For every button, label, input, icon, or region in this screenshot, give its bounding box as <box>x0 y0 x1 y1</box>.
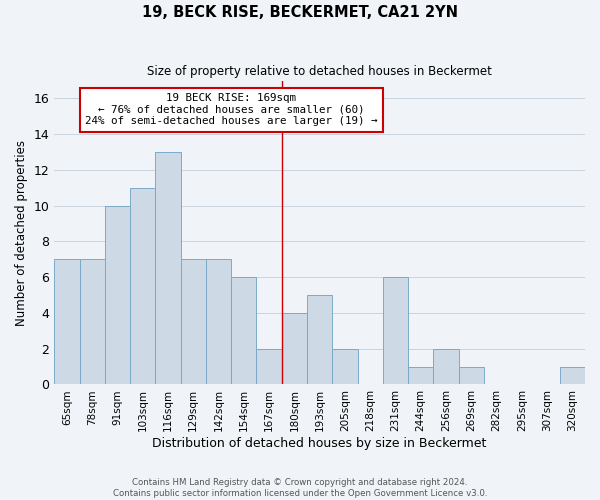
Bar <box>231 277 256 384</box>
Bar <box>181 260 206 384</box>
Bar <box>408 366 433 384</box>
Bar <box>256 348 282 384</box>
Bar <box>155 152 181 384</box>
Title: Size of property relative to detached houses in Beckermet: Size of property relative to detached ho… <box>147 65 492 78</box>
Bar <box>130 188 155 384</box>
Bar <box>433 348 458 384</box>
Text: 19 BECK RISE: 169sqm
← 76% of detached houses are smaller (60)
24% of semi-detac: 19 BECK RISE: 169sqm ← 76% of detached h… <box>85 93 377 126</box>
Bar <box>54 260 80 384</box>
Bar <box>458 366 484 384</box>
Bar <box>282 313 307 384</box>
Bar <box>585 348 600 384</box>
Bar <box>560 366 585 384</box>
X-axis label: Distribution of detached houses by size in Beckermet: Distribution of detached houses by size … <box>152 437 487 450</box>
Bar <box>206 260 231 384</box>
Bar <box>383 277 408 384</box>
Text: Contains HM Land Registry data © Crown copyright and database right 2024.
Contai: Contains HM Land Registry data © Crown c… <box>113 478 487 498</box>
Bar <box>80 260 105 384</box>
Bar <box>105 206 130 384</box>
Bar <box>307 295 332 384</box>
Text: 19, BECK RISE, BECKERMET, CA21 2YN: 19, BECK RISE, BECKERMET, CA21 2YN <box>142 5 458 20</box>
Bar <box>332 348 358 384</box>
Y-axis label: Number of detached properties: Number of detached properties <box>15 140 28 326</box>
